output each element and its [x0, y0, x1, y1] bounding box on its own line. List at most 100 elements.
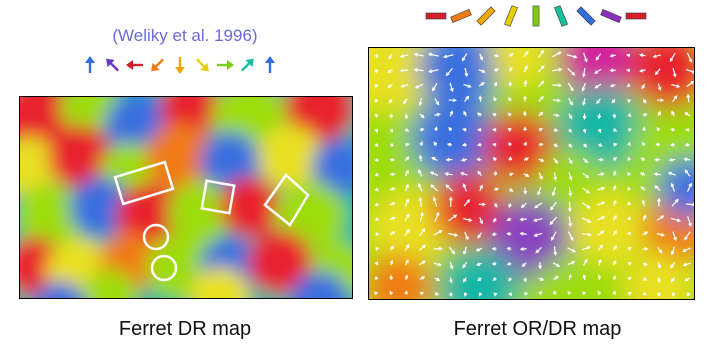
vector-arrow — [553, 172, 557, 180]
vector-arrowhead — [670, 278, 675, 283]
vector-arrowhead — [582, 101, 586, 106]
vector-arrowhead — [657, 278, 661, 283]
vector-arrowhead — [684, 112, 689, 116]
vector-arrowhead — [643, 113, 648, 117]
vector-arrowhead — [421, 227, 426, 232]
vector-arrowhead — [601, 216, 606, 220]
vector-arrowhead — [454, 233, 459, 237]
vector-arrowhead — [534, 204, 539, 209]
vector-arrowhead — [597, 258, 602, 263]
vector-arrowhead — [673, 95, 678, 100]
vector-arrowhead — [660, 232, 665, 237]
vector-arrowhead — [688, 182, 692, 187]
vector-arrowhead — [523, 95, 527, 100]
vector-arrowhead — [389, 290, 394, 295]
roi-circle — [142, 223, 170, 251]
vector-arrowhead — [627, 277, 632, 281]
vector-arrowhead — [405, 243, 410, 248]
vector-arrowhead — [568, 160, 573, 165]
vector-arrowhead — [627, 186, 631, 191]
vector-arrowhead — [467, 84, 472, 88]
vector-arrowhead — [461, 142, 467, 147]
vector-arrowhead — [538, 290, 543, 295]
vector-arrowhead — [428, 69, 433, 74]
vector-arrow — [656, 215, 664, 221]
vector-arrowhead — [568, 223, 573, 228]
vector-arrowhead — [523, 141, 527, 146]
vector-arrowhead — [584, 58, 588, 63]
vector-arrowhead — [389, 259, 394, 264]
vector-arrow — [429, 69, 439, 73]
vector-arrowhead — [444, 172, 449, 176]
vector-arrowhead — [475, 247, 480, 252]
vector-arrowhead — [405, 169, 409, 174]
vector-arrowhead — [478, 292, 483, 297]
vector-arrowhead — [374, 54, 379, 59]
vector-arrowhead — [582, 115, 587, 120]
vector-arrowhead — [692, 202, 694, 207]
vector-arrowhead — [597, 290, 602, 295]
vector-arrow — [538, 50, 544, 58]
vector-arrow — [686, 183, 692, 192]
vector-arrowhead — [494, 68, 499, 72]
vector-arrowhead — [653, 172, 658, 177]
vector-arrowhead — [421, 260, 426, 265]
vector-arrowhead — [612, 275, 617, 280]
vector-arrowhead — [582, 274, 587, 279]
vector-arrow — [581, 233, 591, 236]
vector-arrowhead — [627, 156, 632, 161]
vector-arrow — [582, 202, 591, 209]
vector-arrowhead — [582, 291, 586, 295]
vector-arrow — [415, 83, 424, 89]
orientation-bar-legend — [425, 5, 647, 27]
vector-arrowhead — [477, 234, 481, 239]
vector-arrowhead — [405, 198, 410, 203]
roi-square — [200, 179, 236, 215]
vector-arrowhead — [493, 218, 497, 223]
vector-arrowhead — [506, 232, 511, 236]
vector-arrowhead — [586, 204, 591, 209]
vector-arrow — [683, 262, 691, 266]
vector-arrowhead — [640, 186, 645, 191]
vector-arrowhead — [388, 99, 393, 104]
ferret-dr-map — [19, 96, 353, 299]
vector-arrowhead — [523, 278, 528, 283]
vector-arrowhead — [431, 87, 436, 92]
vector-arrowhead — [404, 274, 409, 279]
vector-arrowhead — [400, 84, 405, 88]
vector-arrowhead — [374, 202, 379, 207]
vector-arrowhead — [374, 291, 379, 296]
vector-arrow — [538, 80, 545, 88]
left-caption: Ferret DR map — [118, 318, 252, 340]
vector-arrowhead — [671, 292, 676, 297]
vector-arrowhead — [613, 142, 618, 147]
vector-arrowhead — [600, 230, 605, 235]
vector-arrowhead — [451, 250, 456, 255]
vector-arrowhead — [405, 128, 410, 132]
vector-arrowhead — [448, 196, 453, 201]
vector-arrowhead — [627, 246, 632, 251]
vector-arrowhead — [688, 222, 692, 227]
vector-arrowhead — [374, 275, 379, 280]
vector-arrowhead — [525, 173, 530, 177]
vector-arrowhead — [492, 113, 497, 117]
vector-arrow — [433, 197, 438, 208]
vector-arrowhead — [374, 114, 379, 119]
or-dr-map-image — [369, 48, 694, 299]
vector-arrow — [671, 183, 676, 192]
vector-arrowhead — [374, 157, 379, 162]
vector-arrowhead — [641, 199, 646, 204]
vector-arrow — [671, 84, 680, 88]
arrow-down-left-icon — [151, 58, 165, 72]
vector-arrowhead — [568, 176, 573, 181]
vector-arrow — [434, 97, 440, 105]
vector-arrowhead — [626, 53, 631, 58]
vector-arrowhead — [587, 219, 592, 223]
vector-arrowhead — [597, 274, 602, 279]
vector-arrowhead — [540, 49, 545, 54]
vector-arrowhead — [391, 231, 396, 235]
vector-arrowhead — [448, 292, 453, 297]
vector-arrowhead — [684, 169, 689, 174]
vector-arrow — [595, 53, 602, 61]
vector-arrowhead — [493, 170, 498, 175]
